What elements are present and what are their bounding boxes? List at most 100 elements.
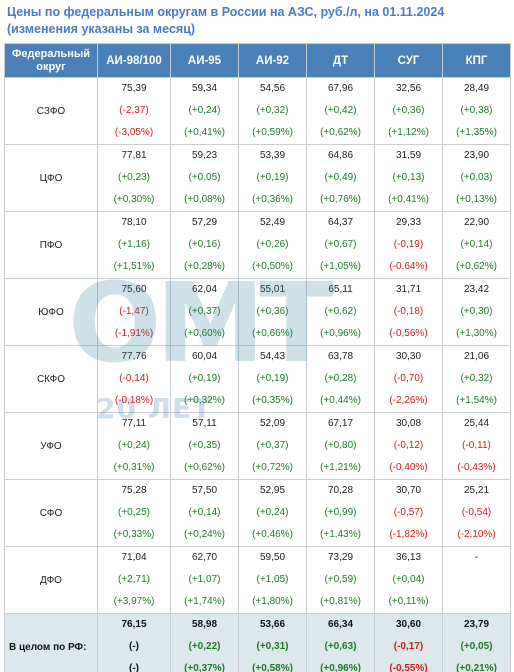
price-value: 30,60 bbox=[395, 619, 422, 630]
price-change-percent: (+0,21%) bbox=[456, 663, 497, 672]
fuel-prices-table: Федеральный округ АИ-98/100 АИ-95 АИ-92 … bbox=[4, 43, 511, 672]
price-value: 64,86 bbox=[327, 150, 354, 161]
price-cell: 25,44 (-0,11) (-0,43%) bbox=[442, 412, 511, 480]
price-change-percent: (+1,05%) bbox=[320, 261, 361, 272]
table-row: ДФО 71,04 (+2,71) (+3,97%) 62,70 (+1,07) (+1,7… bbox=[4, 546, 511, 614]
price-cell: 25,21 (-0,54) (-2,10%) bbox=[442, 479, 511, 547]
price-change-percent: (+0,33%) bbox=[113, 529, 155, 540]
price-cell: 54,43 (+0,19) (+0,35%) bbox=[238, 345, 307, 413]
price-change-percent: (+0,35%) bbox=[252, 395, 293, 406]
price-change: (-0,18) bbox=[393, 306, 424, 317]
price-cell: 31,59 (+0,13) (+0,41%) bbox=[374, 144, 443, 212]
column-header-dt: ДТ bbox=[306, 43, 375, 78]
price-cell: 55,01 (+0,36) (+0,66%) bbox=[238, 278, 307, 346]
price-change: (+0,67) bbox=[324, 239, 357, 250]
price-change-percent: (+0,58%) bbox=[252, 663, 293, 672]
region-name: СКФО bbox=[4, 345, 98, 413]
price-change-percent: (+0,28%) bbox=[184, 261, 225, 272]
price-cell: 30,70 (-0,57) (-1,82%) bbox=[374, 479, 443, 547]
price-change: (-0,54) bbox=[461, 507, 492, 518]
price-cell: 30,60 (-0,17) (-0,55%) bbox=[374, 613, 443, 672]
price-cell: 59,34 (+0,24) (+0,41%) bbox=[170, 77, 239, 145]
price-change-percent: (+0,76%) bbox=[320, 194, 361, 205]
price-change: (+0,28) bbox=[324, 373, 357, 384]
price-change: (+0,36) bbox=[256, 306, 289, 317]
price-cell: 30,08 (-0,12) (-0,40%) bbox=[374, 412, 443, 480]
price-change: (+0,04) bbox=[392, 574, 425, 585]
price-cell: 22,90 (+0,14) (+0,62%) bbox=[442, 211, 511, 279]
price-value: 23,79 bbox=[463, 619, 490, 630]
price-cell: 29,33 (-0,19) (-0,64%) bbox=[374, 211, 443, 279]
price-change-percent: (+3,97%) bbox=[113, 596, 155, 607]
price-value: 75,60 bbox=[121, 284, 147, 295]
column-header-ai92: АИ-92 bbox=[238, 43, 307, 78]
price-value: 59,34 bbox=[191, 83, 218, 94]
price-change-percent: (+0,60%) bbox=[184, 328, 225, 339]
price-value: 76,15 bbox=[121, 619, 147, 630]
price-change-percent: (-0,64%) bbox=[389, 261, 428, 272]
price-change: (-0,70) bbox=[393, 373, 424, 384]
price-cell: 23,79 (+0,05) (+0,21%) bbox=[442, 613, 511, 672]
price-change: (+0,19) bbox=[256, 373, 289, 384]
price-change: (+0,30) bbox=[460, 306, 493, 317]
price-value: 58,98 bbox=[191, 619, 218, 630]
column-header-region: Федеральный округ bbox=[4, 43, 98, 78]
price-change: (+0,24) bbox=[256, 507, 289, 518]
price-cell: 32,56 (+0,36) (+1,12%) bbox=[374, 77, 443, 145]
column-header-ai98: АИ-98/100 bbox=[97, 43, 171, 78]
price-change: (+0,25) bbox=[118, 507, 150, 518]
price-change-percent: (-2,26%) bbox=[389, 395, 428, 406]
price-change-percent: (+0,96%) bbox=[320, 328, 361, 339]
price-change-percent: (-0,18%) bbox=[114, 395, 154, 406]
price-value: 52,49 bbox=[259, 217, 286, 228]
price-value: 32,56 bbox=[395, 83, 422, 94]
price-value: 67,96 bbox=[327, 83, 354, 94]
total-label: В целом по РФ: bbox=[4, 613, 98, 672]
table-row: УФО 77,11 (+0,24) (+0,31%) 57,11 (+0,35) (+0,6… bbox=[4, 412, 511, 480]
price-cell: 75,60 (-1,47) (-1,91%) bbox=[97, 278, 171, 346]
price-value: 77,81 bbox=[121, 150, 147, 161]
price-change: (-1,47) bbox=[119, 306, 149, 317]
price-change: (+0,37) bbox=[188, 306, 221, 317]
price-value: - bbox=[474, 552, 479, 563]
price-cell: 64,37 (+0,67) (+1,05%) bbox=[306, 211, 375, 279]
price-value: 25,21 bbox=[463, 485, 490, 496]
price-change: (-2,37) bbox=[119, 105, 149, 116]
table-row: СЗФО 75,39 (-2,37) (-3,05%) 59,34 (+0,24) (+0,… bbox=[4, 77, 511, 145]
price-value: 75,28 bbox=[121, 485, 147, 496]
price-change: (-0,11) bbox=[462, 440, 491, 451]
price-change-percent: (+0,81%) bbox=[320, 596, 361, 607]
price-cell: 64,86 (+0,49) (+0,76%) bbox=[306, 144, 375, 212]
price-cell: 76,15 (-) (-) bbox=[97, 613, 171, 672]
price-change-percent: (+0,62%) bbox=[184, 462, 225, 473]
price-change-percent: (+0,08%) bbox=[184, 194, 225, 205]
price-value: 21,06 bbox=[463, 351, 490, 362]
price-change: (+0,22) bbox=[188, 641, 221, 652]
price-cell: 75,39 (-2,37) (-3,05%) bbox=[97, 77, 171, 145]
price-change-percent: (+1,30%) bbox=[456, 328, 497, 339]
region-name: УФО bbox=[4, 412, 98, 480]
price-change: (+0,36) bbox=[392, 105, 425, 116]
column-header-sug: СУГ bbox=[374, 43, 443, 78]
price-cell: 57,11 (+0,35) (+0,62%) bbox=[170, 412, 239, 480]
price-change-percent: (-) bbox=[129, 663, 139, 672]
price-value: 31,59 bbox=[395, 150, 422, 161]
price-change: (+0,05) bbox=[188, 172, 221, 183]
price-change-percent: (+0,72%) bbox=[252, 462, 293, 473]
price-change-percent: (+0,41%) bbox=[388, 194, 429, 205]
price-change: (+0,13) bbox=[392, 172, 425, 183]
price-cell: 59,23 (+0,05) (+0,08%) bbox=[170, 144, 239, 212]
price-cell: 21,06 (+0,32) (+1,54%) bbox=[442, 345, 511, 413]
price-change-percent: (+0,44%) bbox=[320, 395, 361, 406]
price-value: 66,34 bbox=[327, 619, 354, 630]
price-change: (+0,59) bbox=[324, 574, 357, 585]
price-value: 57,11 bbox=[192, 418, 217, 429]
price-value: 30,70 bbox=[395, 485, 422, 496]
table-row: ЮФО 75,60 (-1,47) (-1,91%) 62,04 (+0,37) (+0,6… bbox=[4, 278, 511, 346]
price-value: 67,17 bbox=[327, 418, 354, 429]
price-change-percent: (-3,05%) bbox=[114, 127, 154, 138]
price-change: (+0,80) bbox=[324, 440, 357, 451]
price-cell: 23,90 (+0,03) (+0,13%) bbox=[442, 144, 511, 212]
price-change: (+1,16) bbox=[118, 239, 150, 250]
price-change: (+0,14) bbox=[188, 507, 221, 518]
